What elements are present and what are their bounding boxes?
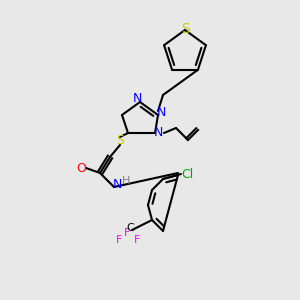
Text: N: N <box>112 178 122 191</box>
Text: F: F <box>124 228 130 238</box>
Text: O: O <box>76 161 86 175</box>
Text: S: S <box>181 22 189 36</box>
Text: S: S <box>116 134 124 148</box>
Text: N: N <box>156 106 166 118</box>
Text: N: N <box>132 92 142 106</box>
Text: F: F <box>134 235 140 245</box>
Text: C: C <box>126 223 134 233</box>
Text: N: N <box>153 127 163 140</box>
Text: F: F <box>116 235 122 245</box>
Text: H: H <box>122 176 130 186</box>
Text: Cl: Cl <box>181 167 193 181</box>
